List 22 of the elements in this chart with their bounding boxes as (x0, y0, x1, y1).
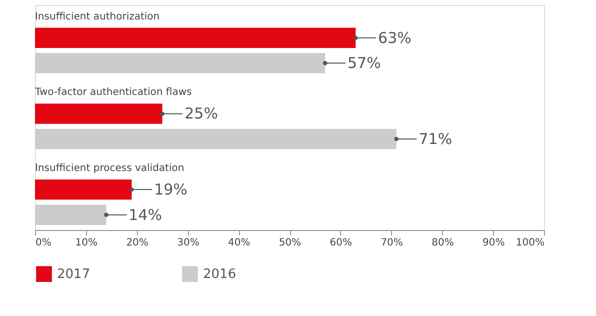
data-label: 57% (347, 54, 381, 72)
x-tick-label: 100% (516, 238, 544, 248)
x-tick-label: 0% (36, 238, 52, 248)
x-tick-label: 90% (482, 238, 505, 248)
x-tick-label: 80% (432, 238, 454, 248)
legend-label: 2017 (57, 267, 90, 282)
data-label: 14% (128, 206, 162, 224)
legend-label: 2016 (203, 267, 236, 282)
y-tick-label: Two-factor authentication flaws (34, 87, 192, 98)
data-label: 71% (418, 130, 452, 148)
x-tick-label: 20% (126, 238, 148, 248)
x-tick-label: 40% (228, 238, 250, 248)
data-label: 63% (378, 28, 412, 47)
x-tick-label: 30% (177, 238, 200, 248)
y-tick-label: Insufficient authorization (35, 11, 160, 22)
x-tick-label: 70% (380, 238, 403, 248)
x-tick-label: 60% (330, 238, 352, 248)
data-label: 19% (154, 180, 188, 199)
y-tick-label: Insufficient process validation (35, 163, 184, 174)
x-tick-label: 10% (75, 238, 98, 248)
data-label: 25% (184, 104, 218, 123)
x-tick-label: 50% (278, 238, 302, 248)
